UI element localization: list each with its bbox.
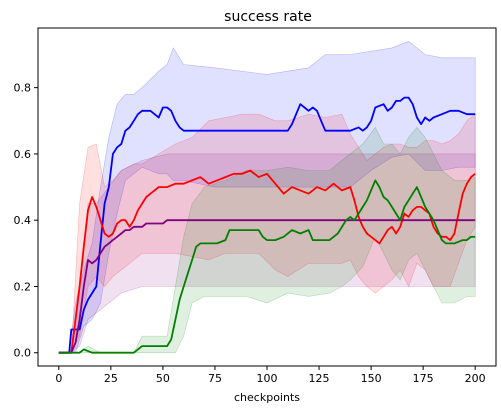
x-tick-label: 200 (465, 372, 486, 385)
x-tick-label: 150 (361, 372, 382, 385)
x-tick-label: 125 (309, 372, 330, 385)
series-2-band (58, 113, 476, 354)
x-tick-label: 0 (55, 372, 62, 385)
y-tick-label: 0.2 (14, 280, 32, 293)
x-tick-label: 25 (104, 372, 118, 385)
chart-title: success rate (224, 9, 312, 25)
y-tick-label: 0.4 (14, 214, 32, 227)
x-tick-label: 75 (208, 372, 222, 385)
confidence-bands (58, 40, 476, 354)
series-2-line (58, 169, 476, 354)
series-1-line (58, 96, 476, 354)
x-tick-label: 100 (257, 372, 278, 385)
y-tick-label: 0.6 (14, 148, 32, 161)
x-axis-ticks: 0 25 50 75 100 125 150 175 200 (55, 366, 486, 385)
y-axis-ticks: 0.0 0.2 0.4 0.6 0.8 (14, 82, 38, 360)
y-tick-label: 0.0 (14, 347, 32, 360)
series-3-line (58, 219, 476, 354)
y-tick-label: 0.8 (14, 82, 32, 95)
x-axis-label: checkpoints (234, 391, 300, 404)
series-lines (58, 96, 476, 354)
series-4-line (58, 179, 476, 354)
x-tick-label: 50 (156, 372, 170, 385)
x-tick-label: 175 (413, 372, 434, 385)
